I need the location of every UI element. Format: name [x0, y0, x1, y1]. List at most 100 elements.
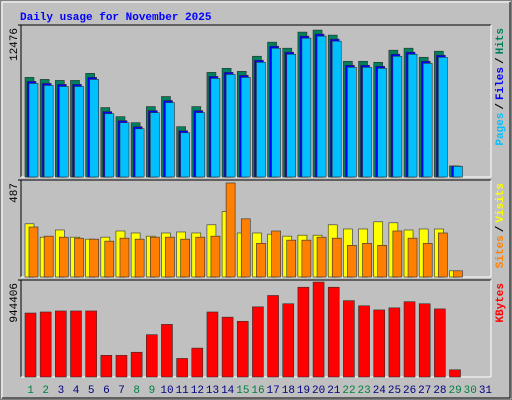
legend-entry: Sites: [495, 235, 507, 268]
bar: [282, 303, 295, 378]
y-tick-label: 487: [9, 183, 21, 203]
bar: [210, 235, 221, 278]
bar: [418, 303, 431, 378]
legend-separator: /: [495, 103, 507, 110]
x-tick-label: 16: [251, 385, 264, 397]
bar: [195, 112, 206, 178]
bar: [403, 301, 416, 378]
x-tick-label: 13: [206, 385, 219, 397]
bar: [24, 312, 37, 378]
x-tick-label: 31: [479, 385, 493, 397]
legend-separator: /: [495, 225, 507, 232]
x-tick-label: 22: [342, 385, 355, 397]
x-tick-label: 1: [27, 385, 34, 397]
bar: [100, 355, 113, 378]
bar: [327, 286, 340, 378]
bar: [43, 235, 54, 278]
x-tick-label: 5: [88, 385, 95, 397]
bar: [392, 230, 403, 278]
x-tick-label: 18: [282, 385, 295, 397]
bar: [104, 240, 115, 278]
bar: [74, 86, 84, 178]
bar: [165, 102, 175, 178]
bar: [392, 55, 403, 178]
bar: [301, 37, 312, 178]
bar: [165, 236, 175, 278]
x-tick-label: 24: [373, 385, 387, 397]
chart-title: Daily usage for November 2025: [20, 12, 212, 24]
x-tick-label: 11: [176, 385, 190, 397]
bar: [43, 85, 54, 178]
bar: [180, 238, 190, 278]
bar: [453, 165, 463, 178]
bar: [347, 67, 357, 178]
bar: [119, 237, 130, 278]
legend-entry: KBytes: [495, 283, 507, 323]
bar: [343, 300, 355, 378]
bar: [347, 245, 357, 278]
x-tick-label: 8: [133, 385, 140, 397]
bar: [145, 334, 158, 378]
bar: [28, 226, 39, 278]
bar: [373, 309, 386, 378]
x-tick-label: 9: [149, 385, 156, 397]
legend-separator: /: [495, 57, 507, 64]
bar: [331, 40, 342, 178]
x-tick-label: 17: [267, 385, 280, 397]
bar: [59, 236, 69, 278]
bar: [28, 83, 39, 178]
bar: [119, 122, 130, 178]
bar: [256, 243, 266, 278]
bar: [210, 78, 221, 178]
legend-entry: Visits: [495, 183, 507, 223]
x-tick-label: 3: [58, 385, 65, 397]
bar: [358, 305, 370, 378]
y-tick-label: 944406: [9, 283, 21, 323]
legend-entry: Hits: [495, 28, 507, 54]
bar: [240, 218, 251, 278]
bar: [256, 62, 266, 178]
x-tick-label: 19: [297, 385, 310, 397]
x-tick-label: 25: [388, 385, 401, 397]
x-tick-label: 29: [448, 385, 461, 397]
bar: [176, 358, 188, 378]
x-tick-label: 23: [358, 385, 371, 397]
legend-entry: Files: [495, 67, 507, 100]
bar: [422, 63, 433, 178]
bar: [252, 306, 264, 378]
bar: [388, 307, 401, 378]
bar: [434, 308, 446, 378]
bar: [236, 320, 249, 378]
bar: [316, 35, 327, 178]
legend-entry: Pages: [495, 113, 507, 146]
legend: Pages / Files / Hits: [495, 28, 507, 146]
bar: [74, 237, 84, 278]
bar: [225, 74, 236, 178]
bar: [149, 236, 160, 278]
x-tick-label: 4: [73, 385, 80, 397]
bar: [286, 53, 297, 178]
bar: [377, 68, 388, 178]
bar: [407, 53, 418, 178]
bar: [225, 182, 236, 278]
bar: [39, 311, 52, 378]
bar: [134, 238, 145, 278]
bar: [180, 132, 190, 178]
bar: [70, 310, 82, 378]
bar: [362, 243, 372, 278]
x-tick-label: 30: [464, 385, 477, 397]
bar: [271, 230, 281, 278]
x-tick-label: 26: [403, 385, 416, 397]
bar: [331, 237, 342, 278]
bar: [301, 239, 312, 278]
bar: [130, 351, 143, 378]
legend: Sites / Visits: [495, 183, 507, 268]
bar: [240, 77, 251, 178]
x-tick-label: 2: [42, 385, 49, 397]
bar: [104, 113, 115, 178]
bar: [89, 79, 99, 178]
bar: [195, 236, 206, 278]
bar: [221, 316, 234, 378]
bar: [438, 232, 448, 278]
